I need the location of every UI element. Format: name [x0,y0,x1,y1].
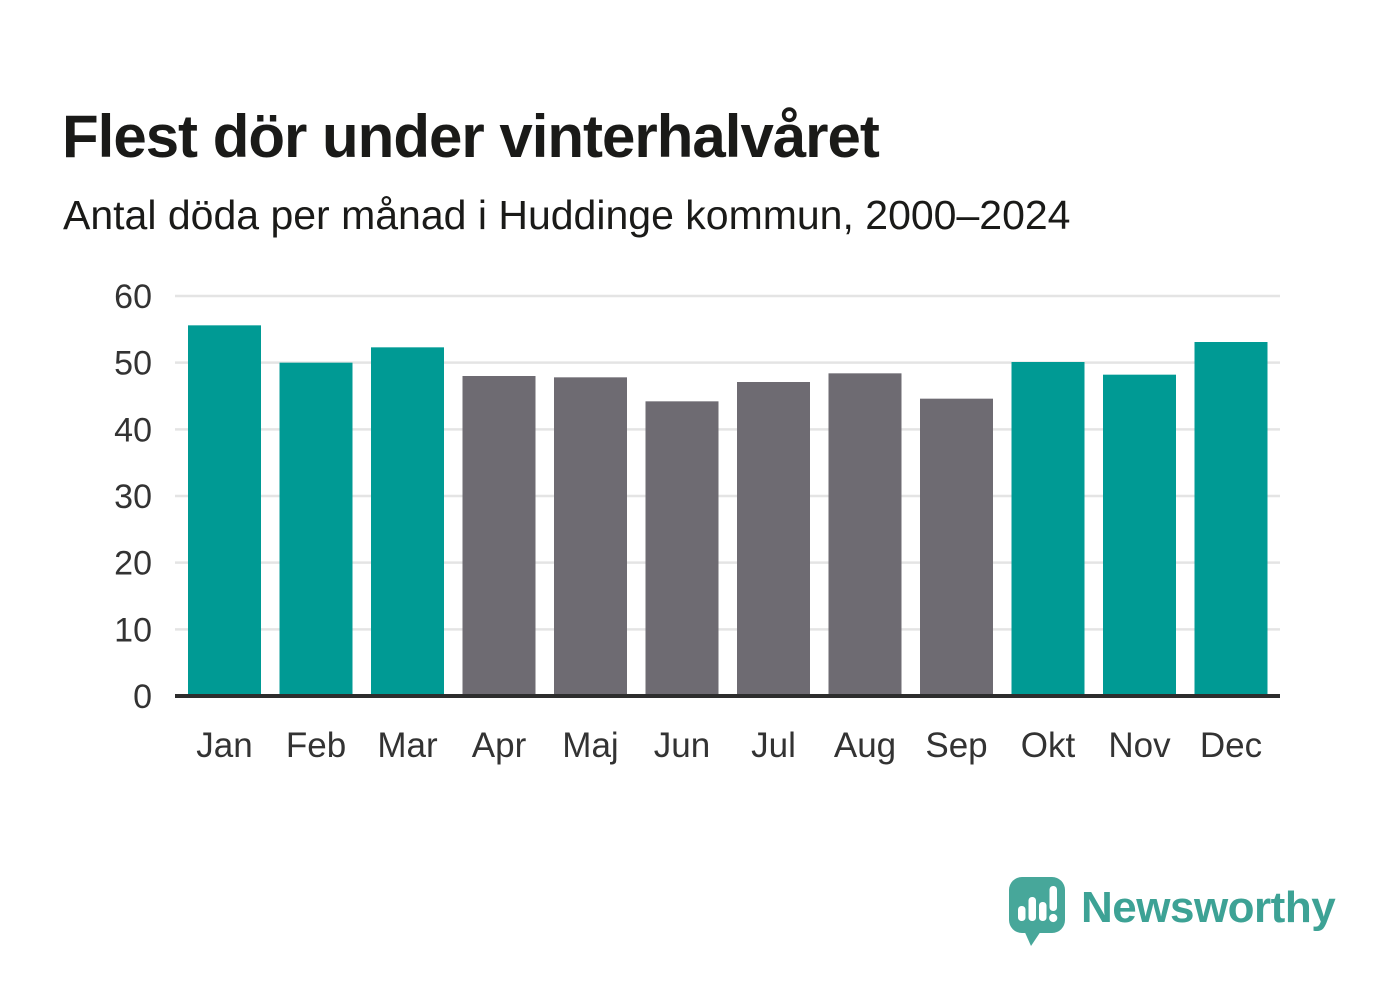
x-tick-label: Feb [286,726,346,765]
y-tick-label: 50 [114,345,152,383]
bar-dec [1194,342,1268,696]
speech-bubble-bar-chart-icon [1009,877,1065,946]
bar-maj [554,377,627,696]
x-tick-label: Aug [834,726,896,765]
bar-mar [371,347,444,696]
mini-bar-chart-glyph [1018,886,1058,923]
bar-jan [188,325,261,696]
bar-nov [1103,374,1176,696]
x-tick-label: Nov [1108,726,1171,765]
bar-apr [462,376,536,696]
x-tick-label: Jun [654,726,710,765]
y-tick-label: 20 [114,545,152,583]
bar-sep [920,398,993,696]
x-tick-label: Mar [377,726,438,765]
x-tick-label: Maj [562,726,618,765]
y-tick-label: 60 [114,278,152,316]
speech-bubble-shape [1009,877,1065,946]
brand-logo: Newsworthy [1008,876,1336,948]
x-tick-label: Jan [196,726,252,765]
y-tick-label: 10 [114,611,152,649]
x-tick-label: Sep [925,726,987,765]
bar-jul [737,382,810,696]
bar-chart: 0 10 20 30 40 50 60 Jan Feb Mar Apr Maj Jun Jul Aug Sep… [114,278,1280,765]
x-tick-label: Dec [1200,726,1262,765]
y-tick-label: 40 [114,411,152,449]
bar-aug [828,373,902,696]
bar-feb [279,362,353,696]
brand-wordmark: Newsworthy [1081,883,1336,932]
chart-subtitle: Antal döda per månad i Huddinge kommun, … [63,192,1071,238]
x-tick-label: Jul [751,726,796,765]
y-tick-label: 0 [133,678,152,716]
bar-okt [1011,362,1085,696]
chart-title: Flest dör under vinterhalvåret [62,103,880,171]
x-tick-label: Apr [472,726,527,765]
y-tick-label: 30 [114,478,152,516]
x-tick-label: Okt [1021,726,1076,765]
bar-jun [645,401,719,696]
